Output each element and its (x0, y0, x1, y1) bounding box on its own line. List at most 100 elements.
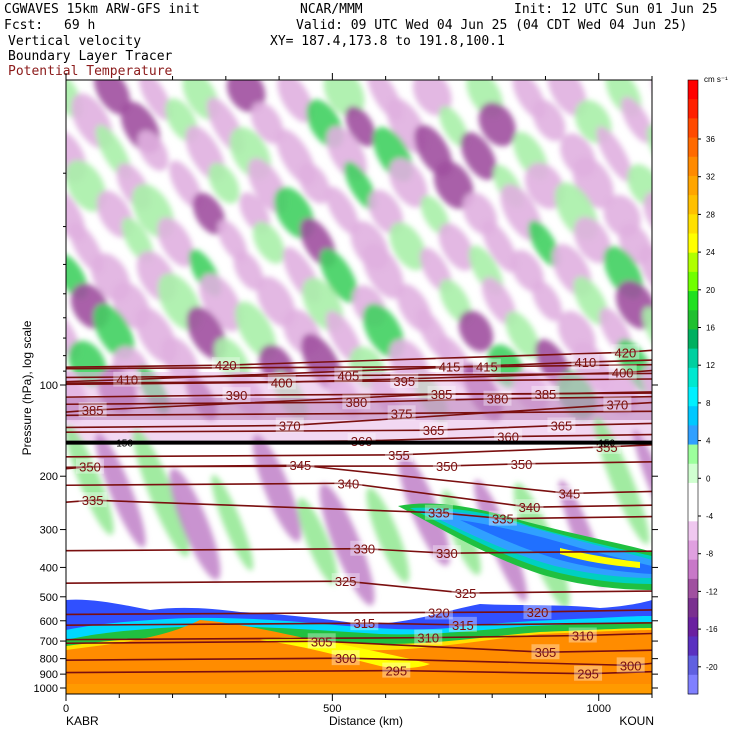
theta-label: 410 (575, 355, 597, 370)
theta-label: 395 (393, 374, 415, 389)
wave-cell (319, 248, 358, 303)
wave-cell (192, 192, 226, 235)
valid-time: Valid: 09 UTC Wed 04 Jun 25 (04 CDT Wed … (296, 18, 688, 33)
y-tick-label: 700 (40, 636, 58, 648)
theta-label: 320 (527, 605, 549, 620)
theta-label-bg (387, 405, 416, 421)
theta-label-bg (435, 358, 464, 374)
colorbar-swatch (688, 463, 698, 484)
colorbar-label: 16 (706, 324, 715, 333)
wave-cell (137, 130, 169, 171)
colorbar-label: -12 (706, 587, 718, 596)
theta-label: 330 (436, 546, 458, 561)
theta-label-bg (390, 372, 419, 388)
theta-label: 330 (353, 542, 375, 557)
distance-axis: 0 500 1000 (63, 73, 653, 715)
midlevel-wave-cell (133, 429, 190, 557)
theta-label-bg (488, 510, 517, 526)
theta-contour-line (66, 547, 652, 554)
theta-label: 365 (423, 423, 445, 438)
theta-label: 295 (577, 667, 599, 682)
theta-label: 405 (337, 368, 359, 383)
colorbar-swatch (688, 175, 698, 196)
theta-label: 370 (607, 398, 629, 413)
midlevel-wave-cell (211, 474, 254, 571)
cross-section-endpoints: XY= 187.4,173.8 to 191.8,100.1 (270, 34, 505, 49)
wave-cell (433, 160, 474, 210)
midlevel-wave-cell (66, 426, 114, 535)
theta-label-bg (382, 662, 411, 678)
wave-cell (439, 279, 472, 324)
vertical-velocity-field: 420 420 410 410 415 415 405 400 400 395 390 385 385 3… (66, 80, 652, 694)
theta-label-bg (78, 492, 107, 508)
wave-cell (439, 106, 469, 148)
theta-label-bg (334, 367, 363, 383)
y-tick-label: 400 (40, 562, 58, 574)
colorbar-swatch (688, 348, 698, 369)
colorbar-swatch (688, 99, 698, 119)
wave-cell (481, 220, 518, 273)
right-endpoint-label: KOUN (619, 714, 654, 728)
theta-label-bg (432, 457, 461, 473)
theta-label-bg (350, 615, 379, 631)
wave-cell (250, 101, 284, 144)
midlevel-wave-cell (366, 487, 410, 583)
theta-contour-line (66, 657, 652, 667)
colorbar-swatch (688, 655, 698, 676)
theta-contour-line (66, 482, 652, 508)
theta-label-bg (483, 390, 512, 406)
theta-label: 325 (335, 574, 357, 589)
theta-label-bg (424, 604, 453, 620)
wave-cell (481, 277, 517, 326)
wave-cell (344, 161, 377, 211)
field-label-boundary-layer-tracer: Boundary Layer Tracer (8, 49, 173, 64)
wave-cell (235, 301, 277, 359)
colorbar-label: 8 (706, 399, 711, 408)
wave-cell (596, 126, 633, 183)
y-tick-label: 100 (40, 380, 58, 392)
theta-label-bg (275, 417, 304, 433)
theta-label: 310 (417, 631, 439, 646)
colorbar-swatch (688, 137, 698, 158)
colorbar-swatch (688, 80, 698, 100)
theta-label: 415 (476, 360, 498, 375)
midlevel-wave-cell (169, 468, 221, 580)
colorbar-swatch (688, 367, 698, 388)
wave-cell (621, 96, 652, 144)
colorbar-swatch (688, 559, 698, 580)
colorbar-swatch (688, 233, 698, 254)
theta-label: 380 (487, 392, 509, 407)
theta-label: 335 (82, 493, 104, 508)
theta-label-bg (451, 585, 480, 601)
theta-label-bg (342, 394, 371, 410)
colorbar-swatch (688, 118, 698, 139)
colorbar-swatch (688, 271, 698, 292)
wave-cell (362, 243, 404, 299)
theta-label: 370 (279, 418, 301, 433)
theta-label-bg (211, 357, 240, 373)
theta-label: 345 (559, 486, 581, 501)
wave-cell (139, 80, 172, 121)
wave-cell (323, 80, 365, 117)
colorbar-swatch (688, 617, 698, 637)
theta-label: 410 (116, 373, 138, 388)
x-axis-label: Distance (km) (329, 714, 403, 728)
colorbar-swatch (688, 482, 698, 503)
theta-label-bg (427, 385, 456, 401)
theta-label-bg (432, 545, 461, 561)
colorbar-swatch (688, 329, 698, 350)
colorbar-label: -16 (706, 625, 718, 634)
colorbar-label: -20 (706, 663, 718, 672)
wave-cell (573, 216, 612, 264)
theta-label-bg (78, 402, 107, 418)
theta-contour-line (66, 410, 652, 417)
colorbar-swatch (688, 578, 698, 599)
theta-label-bg (611, 344, 640, 360)
theta-label: 420 (215, 358, 237, 373)
wave-cell (93, 80, 131, 115)
theta-label-bg (555, 485, 584, 501)
plot-frame (65, 79, 653, 695)
wave-cell (252, 221, 285, 264)
midlevel-wave-cell (252, 434, 302, 542)
theta-label-bg (616, 657, 645, 673)
